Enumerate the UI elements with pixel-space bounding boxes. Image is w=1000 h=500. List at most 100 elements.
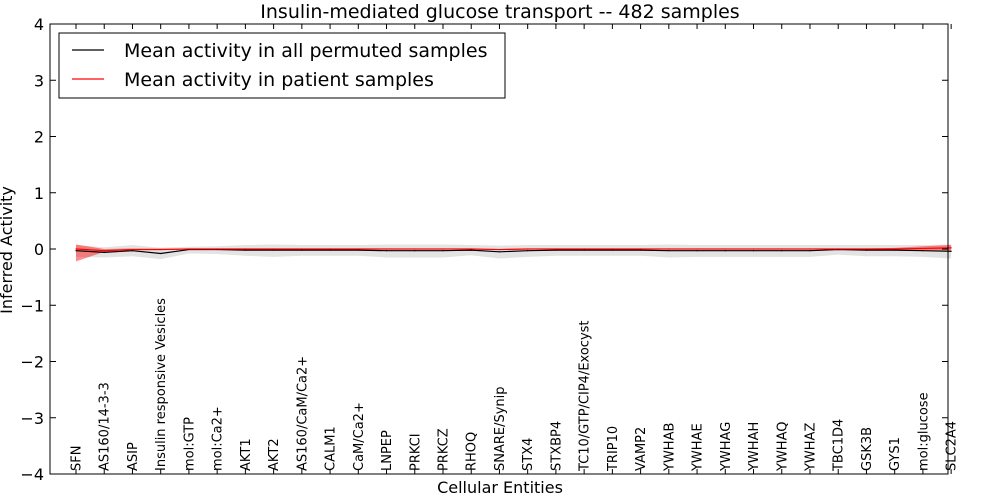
x-category-label-24: YWHAH <box>747 422 762 472</box>
data-point-permuted-31 <box>950 250 952 252</box>
x-category-label-21: YWHAB <box>662 423 677 472</box>
x-category-label-25: YWHAQ <box>775 422 790 472</box>
x-category-label-29: GYS1 <box>888 437 903 471</box>
series-line-permuted <box>75 248 952 255</box>
data-point-permuted-2 <box>131 250 134 252</box>
data-point-permuted-7 <box>273 249 275 251</box>
y-tick-label-2: 2 <box>34 128 44 147</box>
data-point-patient-27 <box>837 248 839 250</box>
data-point-patient-10 <box>357 248 359 250</box>
y-tick-label-3: 1 <box>34 184 44 203</box>
data-point-permuted-16 <box>527 250 529 252</box>
data-point-permuted-8 <box>301 249 303 251</box>
x-category-label-13: PRKCZ <box>436 428 451 471</box>
x-axis-label: Cellular Entities <box>437 478 563 497</box>
series-line-patient <box>75 247 952 252</box>
data-point-patient-9 <box>329 248 331 250</box>
data-point-patient-15 <box>498 248 501 251</box>
x-category-label-22: YWHAE <box>691 423 706 472</box>
data-point-permuted-18 <box>583 249 585 251</box>
data-point-permuted-28 <box>865 249 868 251</box>
data-point-patient-12 <box>414 248 416 250</box>
x-category-label-10: CaM/Ca2+ <box>352 402 367 471</box>
x-category-label-17: STXBP4 <box>549 421 564 471</box>
data-point-patient-4 <box>188 248 190 250</box>
data-point-permuted-12 <box>414 250 416 252</box>
data-point-permuted-29 <box>894 249 896 251</box>
data-point-patient-13 <box>442 248 444 250</box>
x-category-label-2: ASIP <box>126 442 141 471</box>
data-point-patient-29 <box>894 248 896 250</box>
data-point-permuted-14 <box>470 249 472 251</box>
data-point-patient-0 <box>75 248 77 250</box>
data-point-permuted-25 <box>781 250 783 252</box>
legend-label-permuted: Mean activity in all permuted samples <box>124 40 487 62</box>
data-point-patient-20 <box>640 248 642 250</box>
x-category-label-19: TRIP10 <box>606 426 621 472</box>
x-category-label-27: TBC1D4 <box>832 419 847 472</box>
chart-title: Insulin-mediated glucose transport -- 48… <box>260 1 739 23</box>
y-tick-label-8: −4 <box>20 465 44 484</box>
data-point-permuted-6 <box>244 249 246 251</box>
data-point-permuted-1 <box>103 251 105 253</box>
data-point-permuted-3 <box>160 252 162 255</box>
data-point-permuted-21 <box>668 250 670 252</box>
data-point-permuted-20 <box>640 249 642 251</box>
x-category-label-1: AS160/14-3-3 <box>98 382 113 471</box>
data-point-patient-30 <box>922 247 924 250</box>
data-point-patient-1 <box>103 250 105 252</box>
data-point-patient-2 <box>131 248 134 251</box>
x-category-label-0: SFN <box>70 446 85 471</box>
x-category-label-12: PRKCI <box>408 433 423 471</box>
data-point-patient-31 <box>950 247 952 249</box>
data-point-permuted-19 <box>611 249 613 251</box>
data-point-patient-7 <box>273 248 275 250</box>
data-point-permuted-11 <box>385 250 388 252</box>
x-category-label-4: mol:GTP <box>182 417 197 471</box>
x-category-label-5: mol:Ca2+ <box>211 406 226 471</box>
x-category-label-11: LNPEP <box>380 430 395 471</box>
data-point-patient-3 <box>160 248 162 251</box>
y-tick-label-5: −1 <box>20 296 44 315</box>
x-category-label-7: AKT2 <box>267 438 282 471</box>
data-point-patient-22 <box>696 248 698 250</box>
y-axis-label: Inferred Activity <box>0 186 16 314</box>
x-category-label-31: SLC2A4 <box>945 421 960 471</box>
y-tick-label-4: 0 <box>34 240 44 259</box>
data-point-permuted-23 <box>724 250 726 252</box>
x-category-label-9: CALM1 <box>324 426 339 471</box>
data-point-permuted-26 <box>809 250 811 252</box>
data-point-patient-21 <box>668 248 670 250</box>
x-category-label-3: Insulin responsive Vesicles <box>154 298 169 471</box>
data-point-permuted-9 <box>329 249 331 251</box>
y-tick-label-7: −3 <box>20 409 44 428</box>
data-point-patient-6 <box>244 248 246 250</box>
x-category-label-6: AKT1 <box>239 438 254 471</box>
plot-area: 4 3 2 1 0 −1 −2 −3 −4 SFN AS160/14-3-3 ASIP Insulin … <box>20 15 959 484</box>
data-point-patient-24 <box>752 248 755 250</box>
data-point-permuted-22 <box>696 250 698 252</box>
data-point-permuted-30 <box>922 250 924 252</box>
data-point-patient-19 <box>611 248 613 250</box>
data-point-permuted-0 <box>75 250 77 252</box>
data-point-permuted-17 <box>555 249 557 251</box>
x-category-label-28: GSK3B <box>860 427 875 471</box>
data-point-patient-8 <box>301 248 303 250</box>
x-category-label-14: RHOQ <box>465 432 480 471</box>
y-tick-label-0: 4 <box>34 15 44 34</box>
x-category-label-26: YWHAZ <box>803 423 818 472</box>
data-point-permuted-15 <box>498 251 501 253</box>
x-category-label-18: TC10/GTP/CIP4/Exocyst <box>578 320 593 472</box>
data-point-patient-14 <box>470 248 472 250</box>
data-point-patient-28 <box>865 248 868 250</box>
data-point-permuted-10 <box>357 249 359 251</box>
x-category-label-20: VAMP2 <box>634 427 649 471</box>
data-point-patient-23 <box>724 248 726 250</box>
x-category-label-23: YWHAG <box>719 422 734 472</box>
y-tick-label-6: −2 <box>20 353 44 372</box>
x-category-label-16: STX4 <box>521 438 536 471</box>
x-category-label-8: AS160/CaM/Ca2+ <box>295 356 310 471</box>
data-point-patient-17 <box>555 248 557 250</box>
legend-label-patient: Mean activity in patient samples <box>124 69 434 91</box>
